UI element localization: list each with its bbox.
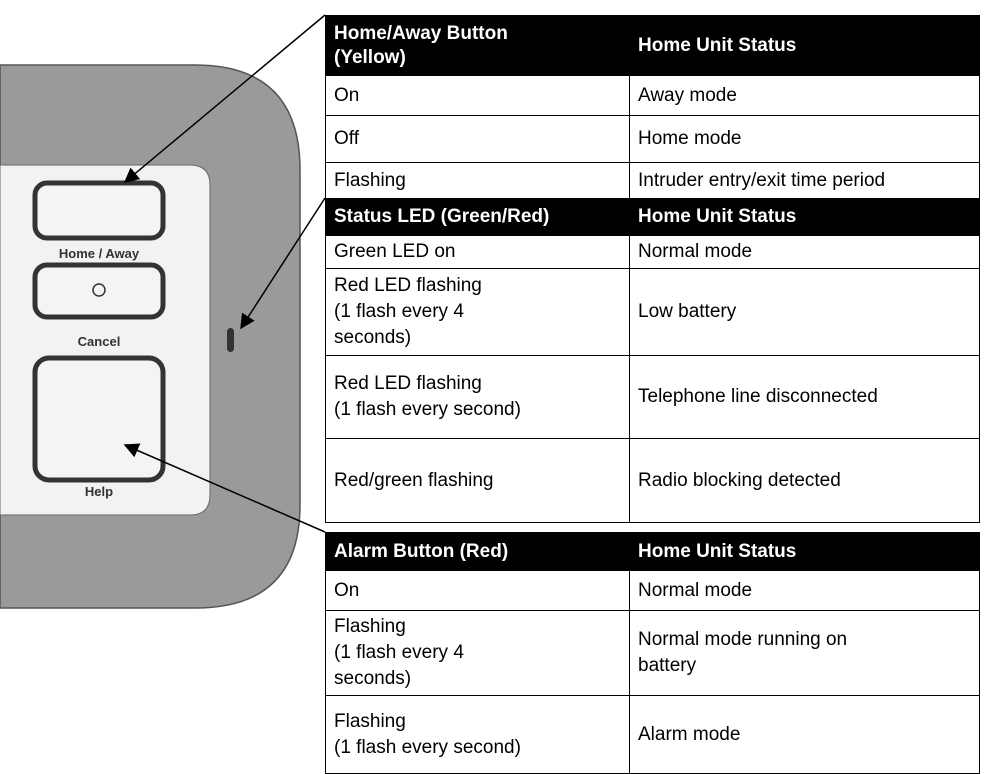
table-cell: Intruder entry/exit time period	[629, 162, 980, 199]
table-row: On Normal mode	[325, 570, 980, 611]
table-cell: Alarm mode	[629, 695, 980, 774]
button-label: Home / Away	[59, 246, 140, 261]
header-cell: Home/Away Button (Yellow)	[325, 15, 630, 76]
header-cell: Status LED (Green/Red)	[325, 198, 630, 236]
table-cell: Flashing	[325, 162, 630, 199]
table-row: Red LED flashing (1 flash every second) T…	[325, 355, 980, 439]
table-cell: Normal mode	[629, 570, 980, 611]
table-cell: Away mode	[629, 75, 980, 116]
table-cell: Green LED on	[325, 235, 630, 269]
button-label: Help	[85, 484, 113, 499]
pointer-arrow	[240, 197, 326, 330]
help-button[interactable]	[32, 355, 166, 483]
table-cell: Flashing (1 flash every second)	[325, 695, 630, 774]
status-table: Status LED (Green/Red) Home Unit Status Gr…	[325, 198, 980, 523]
table-cell: On	[325, 570, 630, 611]
table-cell: Low battery	[629, 268, 980, 356]
cancel-button[interactable]	[32, 262, 166, 320]
header-cell: Home Unit Status	[629, 198, 980, 236]
table-cell: Radio blocking detected	[629, 438, 980, 523]
table-cell: Red/green flashing	[325, 438, 630, 523]
table-cell: Normal mode running on battery	[629, 610, 980, 696]
table-cell: Flashing (1 flash every 4 seconds)	[325, 610, 630, 696]
table-cell: On	[325, 75, 630, 116]
table-row: Off Home mode	[325, 115, 980, 163]
table-cell: Home mode	[629, 115, 980, 163]
table-row: Green LED on Normal mode	[325, 235, 980, 269]
button-label: Cancel	[78, 334, 121, 349]
pointer-arrow	[123, 443, 326, 533]
status-led	[227, 328, 234, 352]
table-row: Red/green flashing Radio blocking detecte…	[325, 438, 980, 523]
home-away-button[interactable]	[32, 180, 166, 241]
status-table: Alarm Button (Red) Home Unit Status On Norm…	[325, 532, 980, 774]
status-table: Home/Away Button (Yellow) Home Unit Statu…	[325, 15, 980, 199]
header-cell: Home Unit Status	[629, 532, 980, 571]
table-header: Alarm Button (Red) Home Unit Status	[325, 532, 980, 571]
table-cell: Telephone line disconnected	[629, 355, 980, 439]
table-cell: Off	[325, 115, 630, 163]
pointer-arrow	[123, 14, 326, 183]
header-cell: Alarm Button (Red)	[325, 532, 630, 571]
table-header: Home/Away Button (Yellow) Home Unit Statu…	[325, 15, 980, 76]
header-cell: Home Unit Status	[629, 15, 980, 76]
table-cell: Red LED flashing (1 flash every second)	[325, 355, 630, 439]
table-cell: Normal mode	[629, 235, 980, 269]
cancel-icon	[92, 283, 106, 297]
table-cell: Red LED flashing (1 flash every 4 second…	[325, 268, 630, 356]
table-row: Flashing (1 flash every second) Alarm mod…	[325, 695, 980, 774]
table-row: Flashing Intruder entry/exit time period	[325, 162, 980, 199]
table-row: Red LED flashing (1 flash every 4 second…	[325, 268, 980, 356]
table-header: Status LED (Green/Red) Home Unit Status	[325, 198, 980, 236]
table-row: On Away mode	[325, 75, 980, 116]
table-row: Flashing (1 flash every 4 seconds) Normal…	[325, 610, 980, 696]
